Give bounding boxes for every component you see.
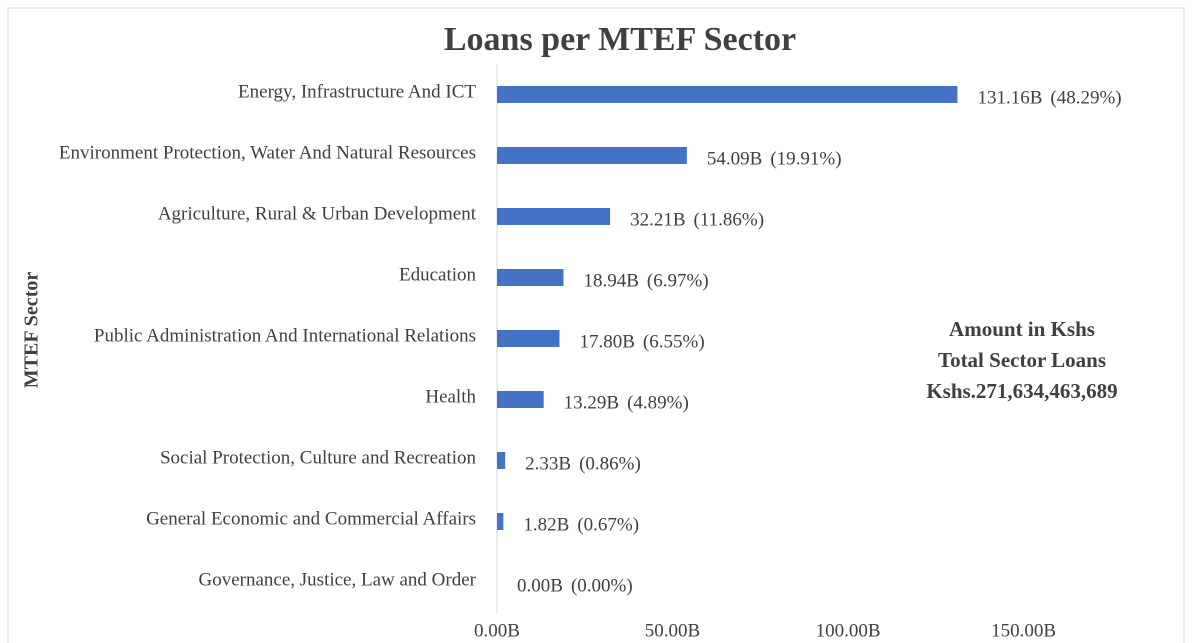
y-tick-label: General Economic and Commercial Affairs bbox=[146, 508, 476, 529]
data-label: 1.82B (0.67%) bbox=[523, 515, 639, 536]
bar bbox=[497, 513, 504, 530]
share-label: (4.89%) bbox=[627, 393, 689, 414]
x-tick-label: 150.00B bbox=[991, 620, 1056, 641]
bar bbox=[497, 147, 687, 164]
value-label: 2.33B bbox=[525, 454, 571, 475]
bar bbox=[497, 391, 544, 408]
data-label: 13.29B (4.89%) bbox=[564, 393, 689, 414]
bar bbox=[497, 452, 506, 469]
y-tick-label: Energy, Infrastructure And ICT bbox=[238, 81, 476, 102]
share-label: (6.97%) bbox=[647, 271, 709, 292]
y-tick-label: Agriculture, Rural & Urban Development bbox=[157, 203, 476, 224]
x-tick-label: 50.00B bbox=[645, 620, 700, 641]
x-tick-label: 0.00B bbox=[474, 620, 520, 641]
share-label: (6.55%) bbox=[643, 332, 705, 353]
y-tick-label: Health bbox=[425, 386, 476, 407]
annotation: Total Sector Loans bbox=[938, 348, 1106, 372]
y-tick-label: Public Administration And International … bbox=[93, 325, 476, 346]
data-label: 54.09B (19.91%) bbox=[707, 149, 842, 170]
data-label: 2.33B (0.86%) bbox=[525, 454, 641, 475]
bar bbox=[497, 208, 611, 225]
share-label: (0.67%) bbox=[577, 515, 639, 536]
value-label: 13.29B bbox=[564, 393, 619, 414]
value-label: 131.16B bbox=[977, 88, 1042, 109]
y-tick-label: Education bbox=[398, 264, 476, 285]
value-label: 0.00B bbox=[517, 576, 563, 597]
bar bbox=[497, 86, 958, 103]
data-label: 0.00B (0.00%) bbox=[517, 576, 633, 597]
chart-frame bbox=[7, 7, 1185, 643]
share-label: (0.86%) bbox=[579, 454, 641, 475]
value-label: 17.80B bbox=[579, 332, 634, 353]
x-tick-label: 100.00B bbox=[816, 620, 881, 641]
data-label: 32.21B (11.86%) bbox=[630, 210, 764, 231]
share-label: (0.00%) bbox=[571, 576, 633, 597]
annotation: Kshs.271,634,463,689 bbox=[926, 379, 1117, 403]
data-label: 17.80B (6.55%) bbox=[579, 332, 704, 353]
bar bbox=[497, 330, 560, 347]
value-label: 32.21B bbox=[630, 210, 685, 231]
y-tick-label: Social Protection, Culture and Recreatio… bbox=[159, 447, 476, 468]
value-label: 1.82B bbox=[523, 515, 569, 536]
y-tick-label: Environment Protection, Water And Natura… bbox=[58, 142, 476, 163]
share-label: (48.29%) bbox=[1050, 88, 1121, 109]
y-tick-label: Governance, Justice, Law and Order bbox=[198, 569, 477, 590]
value-label: 54.09B bbox=[707, 149, 762, 170]
bar bbox=[497, 269, 564, 286]
annotation: Amount in Kshs bbox=[949, 317, 1095, 341]
chart-title: Loans per MTEF Sector bbox=[444, 21, 796, 58]
data-label: 131.16B (48.29%) bbox=[977, 88, 1121, 109]
value-label: 18.94B bbox=[583, 271, 638, 292]
share-label: (19.91%) bbox=[770, 149, 841, 170]
share-label: (11.86%) bbox=[694, 210, 765, 231]
y-axis-title: MTEF Sector bbox=[21, 272, 43, 389]
data-label: 18.94B (6.97%) bbox=[583, 271, 708, 292]
